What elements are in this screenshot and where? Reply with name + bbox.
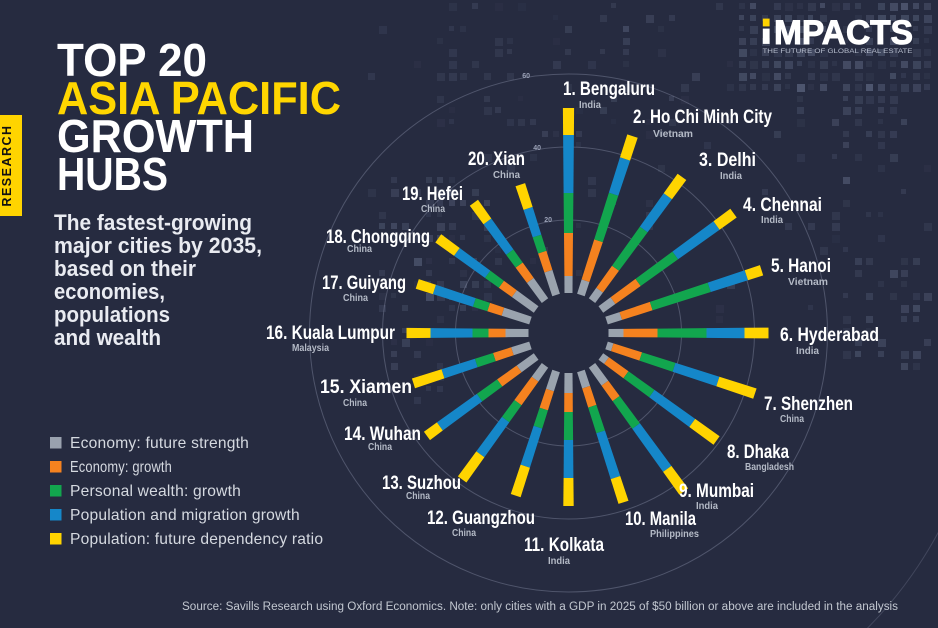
svg-text:India: India <box>548 555 570 567</box>
svg-text:China: China <box>452 527 476 539</box>
svg-text:Bangladesh: Bangladesh <box>745 461 794 473</box>
svg-text:China: China <box>343 397 367 409</box>
svg-text:India: India <box>696 500 718 512</box>
svg-text:TOP 20: TOP 20 <box>57 34 207 86</box>
svg-text:16. Kuala Lumpur: 16. Kuala Lumpur <box>266 323 395 344</box>
svg-text:5. Hanoi: 5. Hanoi <box>771 256 831 277</box>
svg-text:GROWTH: GROWTH <box>57 110 254 162</box>
svg-text:China: China <box>406 490 430 502</box>
svg-text:MPACTS: MPACTS <box>774 14 913 52</box>
svg-text:20: 20 <box>544 217 552 224</box>
svg-text:The fastest-growing: The fastest-growing <box>54 210 252 235</box>
svg-text:based on their: based on their <box>54 256 196 281</box>
svg-text:China: China <box>421 203 445 215</box>
svg-text:RESEARCH: RESEARCH <box>0 124 14 206</box>
svg-text:13. Suzhou: 13. Suzhou <box>382 473 461 494</box>
svg-text:Population: future dependency: Population: future dependency ratio <box>70 531 323 548</box>
svg-text:3. Delhi: 3. Delhi <box>699 150 756 171</box>
svg-text:Vietnam: Vietnam <box>788 276 828 288</box>
svg-text:major cities by 2035,: major cities by 2035, <box>54 233 262 258</box>
svg-text:India: India <box>796 345 819 357</box>
svg-text:1. Bengaluru: 1. Bengaluru <box>563 79 655 100</box>
svg-text:8. Dhaka: 8. Dhaka <box>727 442 789 463</box>
svg-text:4. Chennai: 4. Chennai <box>743 195 822 216</box>
svg-text:Source: Savills Research using: Source: Savills Research using Oxford Ec… <box>182 601 898 613</box>
svg-text:and wealth: and wealth <box>54 325 161 350</box>
svg-text:China: China <box>347 243 372 255</box>
svg-text:Personal wealth: growth: Personal wealth: growth <box>70 483 241 500</box>
svg-text:Malaysia: Malaysia <box>292 342 329 354</box>
svg-text:2. Ho Chi Minh City: 2. Ho Chi Minh City <box>633 107 772 128</box>
svg-text:India: India <box>720 170 742 182</box>
svg-text:12. Guangzhou: 12. Guangzhou <box>427 508 535 529</box>
svg-text:China: China <box>493 169 520 181</box>
svg-text:18. Chongqing: 18. Chongqing <box>326 227 430 248</box>
svg-text:17. Guiyang: 17. Guiyang <box>322 273 406 294</box>
svg-text:40: 40 <box>533 145 541 152</box>
svg-text:7. Shenzhen: 7. Shenzhen <box>764 394 853 415</box>
svg-text:10. Manila: 10. Manila <box>625 509 696 530</box>
svg-text:Philippines: Philippines <box>650 528 699 540</box>
svg-text:populations: populations <box>54 302 170 327</box>
svg-text:China: China <box>343 292 368 304</box>
svg-text:India: India <box>761 214 783 226</box>
svg-text:Economy: growth: Economy: growth <box>70 459 172 476</box>
svg-text:THE FUTURE OF GLOBAL REAL ESTA: THE FUTURE OF GLOBAL REAL ESTATE <box>763 48 913 55</box>
svg-text:15. Xiamen: 15. Xiamen <box>320 377 412 398</box>
svg-text:20. Xian: 20. Xian <box>468 149 525 170</box>
svg-text:China: China <box>368 441 392 453</box>
svg-text:14. Wuhan: 14. Wuhan <box>344 424 421 445</box>
svg-text:China: China <box>780 413 804 425</box>
svg-text:Economy: future strength: Economy: future strength <box>70 435 249 452</box>
svg-text:Population and migration growt: Population and migration growth <box>70 507 300 524</box>
svg-text:60: 60 <box>522 73 530 80</box>
svg-text:11. Kolkata: 11. Kolkata <box>524 535 604 556</box>
svg-text:HUBS: HUBS <box>57 148 168 200</box>
svg-text:19. Hefei: 19. Hefei <box>402 184 463 205</box>
svg-text:9. Mumbai: 9. Mumbai <box>679 481 754 502</box>
svg-text:India: India <box>579 99 601 111</box>
svg-text:6. Hyderabad: 6. Hyderabad <box>780 325 879 346</box>
svg-text:Vietnam: Vietnam <box>653 128 693 140</box>
svg-text:economies,: economies, <box>54 279 165 304</box>
svg-text:ASIA PACIFIC: ASIA PACIFIC <box>57 72 341 124</box>
